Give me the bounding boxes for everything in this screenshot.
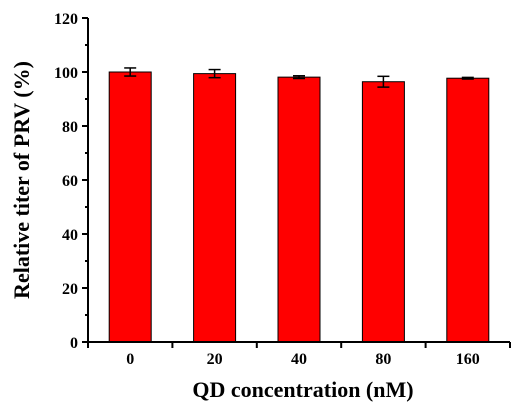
x-tick-label-80: 80 — [375, 351, 391, 368]
error-bar-20 — [208, 68, 221, 79]
y-tick-label-0: 0 — [70, 335, 78, 352]
x-ticks-group: 0 20 40 80 160 — [87, 342, 511, 368]
bar-0 — [108, 71, 152, 343]
x-tick-label-0: 0 — [126, 351, 134, 368]
x-tick-label-20: 20 — [207, 351, 223, 368]
error-bar-40 — [293, 75, 305, 80]
y-tick-label-40: 40 — [62, 227, 78, 244]
x-tick-label-40: 40 — [291, 351, 307, 368]
error-bar-0 — [124, 67, 137, 77]
y-axis-title: Relative titer of PRV (%) — [9, 61, 34, 299]
bar-80 — [361, 81, 405, 343]
y-tick-label-120: 120 — [54, 11, 78, 28]
y-ticks-group: 0 20 40 60 80 100 120 — [54, 11, 88, 352]
y-tick-label-80: 80 — [62, 119, 78, 136]
error-bar-160 — [461, 76, 474, 80]
bar-160 — [446, 77, 490, 343]
y-tick-label-60: 60 — [62, 173, 78, 190]
error-bars-group — [124, 67, 474, 88]
bar-20 — [193, 73, 237, 343]
bars-group — [108, 71, 490, 343]
y-tick-label-20: 20 — [62, 281, 78, 298]
x-axis-title: QD concentration (nM) — [192, 377, 413, 402]
error-bar-80 — [377, 75, 390, 88]
x-tick-label-160: 160 — [456, 351, 480, 368]
y-tick-label-100: 100 — [54, 65, 78, 82]
bar-40 — [277, 76, 321, 343]
